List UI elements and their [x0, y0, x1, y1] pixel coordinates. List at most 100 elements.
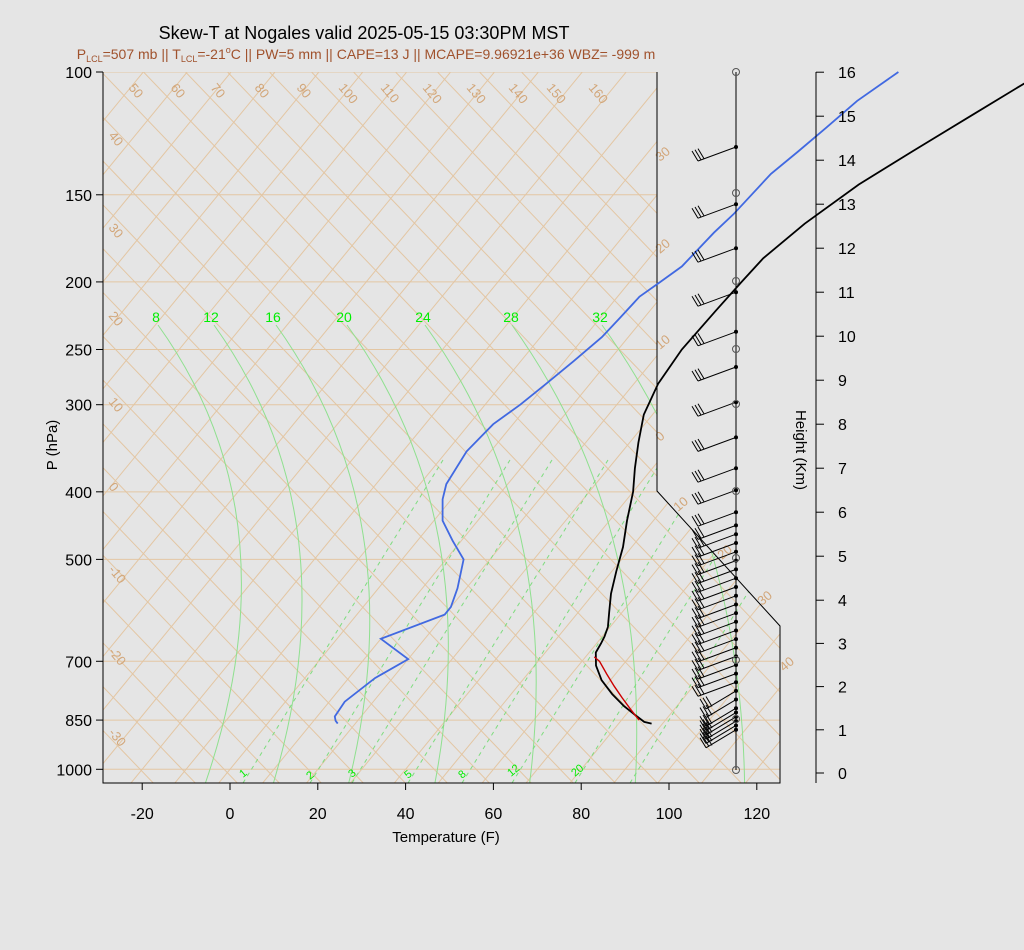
wind-barb — [697, 621, 737, 637]
mixing-ratio-line — [629, 459, 780, 783]
wind-barb-flag — [697, 674, 705, 686]
wind-barb-flag — [694, 667, 702, 679]
isotherm-label: 100 — [336, 80, 361, 106]
isotherm-label: 30 — [652, 144, 673, 165]
height-tick-label: 2 — [838, 680, 847, 697]
wind-barb — [705, 725, 737, 744]
wind-barb-flag — [694, 250, 702, 262]
isotherm-line — [519, 72, 780, 783]
wind-barb — [705, 720, 737, 740]
wind-barb-flag — [697, 333, 705, 344]
wind-barb-flag — [705, 713, 713, 725]
wind-barb — [697, 586, 737, 602]
theta-e-label: 28 — [503, 309, 519, 325]
p-tick-label: 150 — [65, 188, 92, 205]
wind-barb-flag — [694, 615, 702, 627]
theta-e-label: 12 — [203, 309, 219, 325]
subtitle-rest: C || PW=5 mm || CAPE=13 J || MCAPE=9.969… — [231, 46, 656, 62]
wind-barb-flag — [697, 561, 705, 573]
wind-station-dot — [734, 710, 738, 715]
wind-barb-flag — [694, 607, 702, 618]
wind-barb-flag — [694, 206, 702, 218]
wind-barb-flag — [691, 555, 699, 567]
isotherm-label: 20 — [106, 308, 127, 329]
dry-adiabat-line — [103, 72, 455, 783]
wind-barb-flag — [691, 150, 699, 162]
wind-barb-flag — [697, 683, 705, 695]
wind-barb-flag — [691, 616, 699, 628]
wind-station-dot — [734, 400, 738, 405]
wind-barb-flag — [694, 650, 702, 661]
x-tick-label: -20 — [131, 806, 154, 823]
height-tick-label: 14 — [838, 153, 856, 170]
wind-station-dot — [734, 602, 738, 607]
wind-barb-flag — [697, 438, 705, 450]
wind-barb-flag — [699, 715, 707, 727]
moist-adiabat-line — [424, 324, 537, 783]
dry-adiabat-line — [103, 72, 581, 783]
wind-barb-flag — [697, 513, 705, 525]
isotherm-line — [563, 72, 780, 783]
plot-frame — [102, 72, 781, 784]
wind-barb-flag — [691, 599, 699, 611]
wind-barb — [697, 203, 737, 219]
height-tick-label: 1 — [838, 723, 847, 740]
wind-barb-flag — [699, 733, 707, 744]
x-tick-label: 60 — [485, 806, 503, 823]
height-tick-label: 3 — [838, 636, 847, 653]
wind-barb — [697, 560, 737, 576]
wind-station-dot — [734, 576, 738, 581]
wind-barb-flag — [697, 535, 705, 547]
mixing-ratio-line — [407, 459, 609, 783]
isotherm-line — [103, 72, 637, 783]
wind-level-marker — [732, 277, 740, 285]
wind-station-dot — [734, 466, 738, 471]
wind-barb-flag — [697, 293, 705, 305]
wind-barb — [697, 146, 737, 162]
wind-barb — [697, 673, 737, 689]
wind-barb-flag — [691, 573, 699, 584]
moist-adiabat-line — [275, 324, 371, 783]
height-tick-label: 15 — [838, 109, 856, 126]
wind-level-marker — [732, 345, 740, 353]
wind-barb-flag — [691, 493, 699, 505]
isotherm-line — [168, 72, 769, 783]
degree-superscript: o — [226, 45, 231, 55]
isotherm-line — [103, 72, 154, 783]
isotherm-line — [103, 72, 549, 783]
wind-barb-flag — [699, 698, 707, 710]
wind-station-dot — [734, 706, 738, 711]
isotherm-line — [695, 72, 780, 783]
wind-barb-flag — [694, 658, 702, 670]
wind-barb-flag — [694, 624, 702, 635]
isotherm-line — [103, 72, 330, 783]
wind-barb-flag — [694, 676, 702, 687]
mixing-ratio-line — [242, 459, 444, 783]
isotherm-label: 20 — [652, 236, 673, 257]
wind-station-dot — [734, 532, 738, 537]
isotherm-line — [103, 72, 374, 783]
wind-barb-flag — [699, 720, 707, 731]
wind-barb — [705, 729, 737, 749]
wind-barb-flag — [691, 642, 699, 654]
isotherm-label: 30 — [754, 588, 775, 609]
theta-e-label: 32 — [592, 309, 608, 325]
background-labels: 50 60 70 80 90 100 110 120 130 140 150 160403020100… — [106, 80, 797, 782]
wind-barb-flag — [697, 657, 705, 669]
wind-barb-flag — [697, 469, 705, 481]
isotherm-line — [103, 72, 593, 783]
wind-barb-flag — [702, 706, 710, 717]
p-lcl-value: =507 mb || — [103, 46, 173, 62]
wind-station-dot — [734, 697, 738, 702]
height-tick-label: 0 — [838, 766, 847, 783]
height-tick-label: 12 — [838, 241, 856, 258]
x-tick-label: 0 — [226, 806, 235, 823]
x-axis-label: Temperature (F) — [392, 829, 500, 846]
wind-barb-flag — [702, 727, 710, 739]
isotherm-label: 110 — [378, 80, 403, 106]
x-axis: -20 0 20 40 60 80 100 120 — [131, 783, 770, 823]
wind-barb-flag — [705, 726, 713, 738]
dry-adiabat-line — [103, 72, 749, 783]
wind-barb-flag — [691, 405, 699, 417]
parcel-line — [593, 656, 640, 721]
